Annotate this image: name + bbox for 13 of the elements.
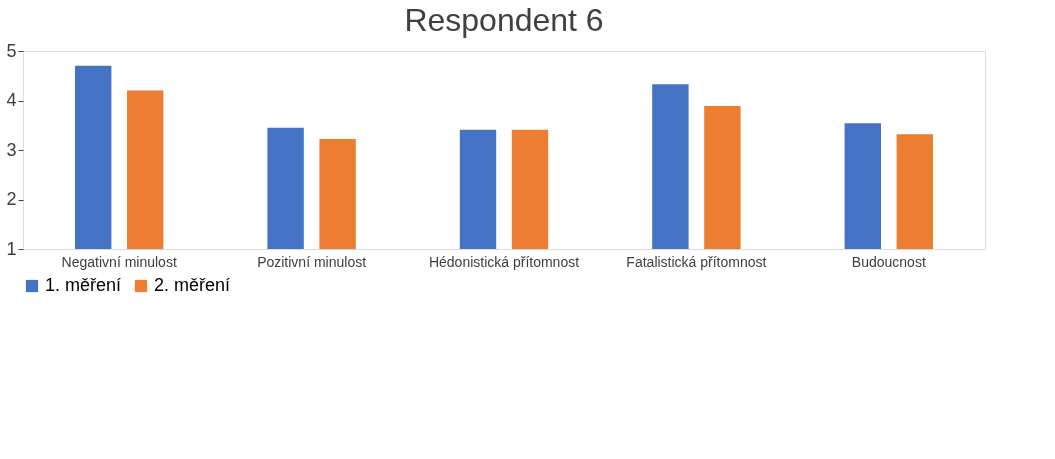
legend-label: 1. měření <box>45 275 122 295</box>
x-tick-label: Negativní minulost <box>61 253 177 270</box>
y-tick-label: 3 <box>6 139 17 160</box>
y-tick-label: 2 <box>6 189 17 209</box>
y-tick-label: 4 <box>6 90 17 110</box>
x-tick-label: Budoucnost <box>851 253 926 270</box>
legend-label: 2. měření <box>154 275 231 295</box>
x-tick-label: Fatalistická přítomnost <box>626 253 767 270</box>
chart-title: Respondent 6 <box>404 2 604 38</box>
x-tick-label: Pozitivní minulost <box>257 253 367 270</box>
x-tick-label: Hédonistická přítomnost <box>428 253 580 270</box>
y-tick-label: 1 <box>6 238 17 259</box>
y-tick-label: 5 <box>6 40 17 61</box>
